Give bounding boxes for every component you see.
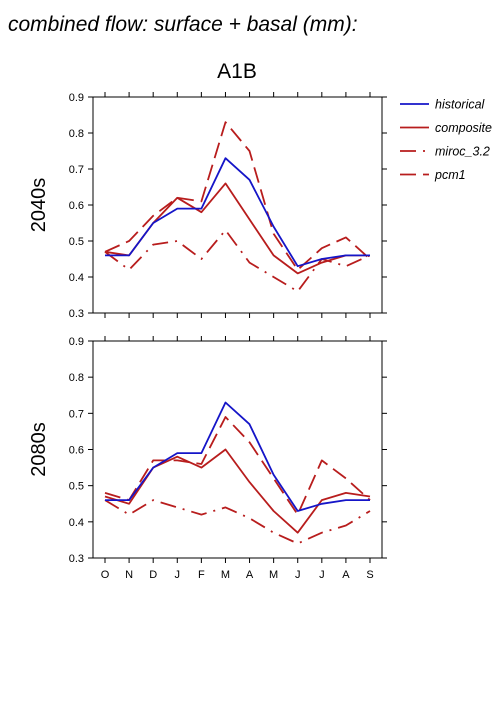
x-tick-label: D — [149, 569, 157, 581]
x-tick-label: M — [269, 569, 278, 581]
x-tick-label: A — [246, 569, 254, 581]
legend: historical composite miroc_3.2 pcm1 — [400, 98, 492, 182]
y-tick-label: 0.6 — [69, 200, 84, 212]
x-tick-label: J — [319, 569, 325, 581]
x-tick-label: M — [221, 569, 230, 581]
series-line-pcm1 — [104, 121, 371, 271]
x-tick-label: N — [125, 569, 133, 581]
x-tick-label: J — [295, 569, 301, 581]
series-line-miroc-3-2 — [104, 229, 371, 293]
scenario-title: A1B — [217, 60, 257, 83]
y-tick-label: 0.6 — [69, 445, 84, 457]
y-axis-label: 2080s — [28, 422, 50, 477]
panels: 0.30.40.50.60.70.80.92040s0.30.40.50.60.… — [28, 92, 387, 581]
x-tick-label: A — [342, 569, 350, 581]
legend-label: pcm1 — [434, 168, 466, 182]
panel-2080s: 0.3 0.4 0.5 0.6 0.7 0.8 0.9 O N D J F M A M J J A S 2080s — [28, 336, 387, 581]
x-tick-label: S — [366, 569, 373, 581]
x-tick-label: J — [175, 569, 181, 581]
y-tick-label: 0.3 — [69, 553, 84, 565]
chart-title: combined flow: surface + basal (mm): — [8, 13, 358, 36]
series-line-historical — [105, 157, 370, 268]
y-tick-label: 0.4 — [69, 517, 84, 529]
y-tick-label: 0.9 — [69, 336, 84, 348]
legend-label: composite — [435, 121, 492, 135]
legend-label: miroc_3.2 — [435, 145, 490, 159]
y-tick-label: 0.8 — [69, 128, 84, 140]
y-tick-label: 0.8 — [69, 372, 84, 384]
series-line-pcm1 — [104, 416, 371, 516]
y-tick-label: 0.7 — [69, 164, 84, 176]
y-tick-label: 0.9 — [69, 92, 84, 104]
legend-label: historical — [435, 98, 486, 112]
series-line-historical — [105, 401, 370, 512]
y-axis-label: 2040s — [28, 178, 50, 233]
y-tick-label: 0.5 — [69, 236, 84, 248]
x-tick-label: F — [198, 569, 205, 581]
y-tick-label: 0.7 — [69, 408, 84, 420]
x-tick-label: O — [101, 569, 110, 581]
y-tick-label: 0.4 — [69, 272, 84, 284]
y-tick-label: 0.5 — [69, 481, 84, 493]
y-tick-label: 0.3 — [69, 308, 84, 320]
panel-2040s: 0.3 0.4 0.5 0.6 0.7 0.8 0.9 2040s — [28, 92, 387, 320]
